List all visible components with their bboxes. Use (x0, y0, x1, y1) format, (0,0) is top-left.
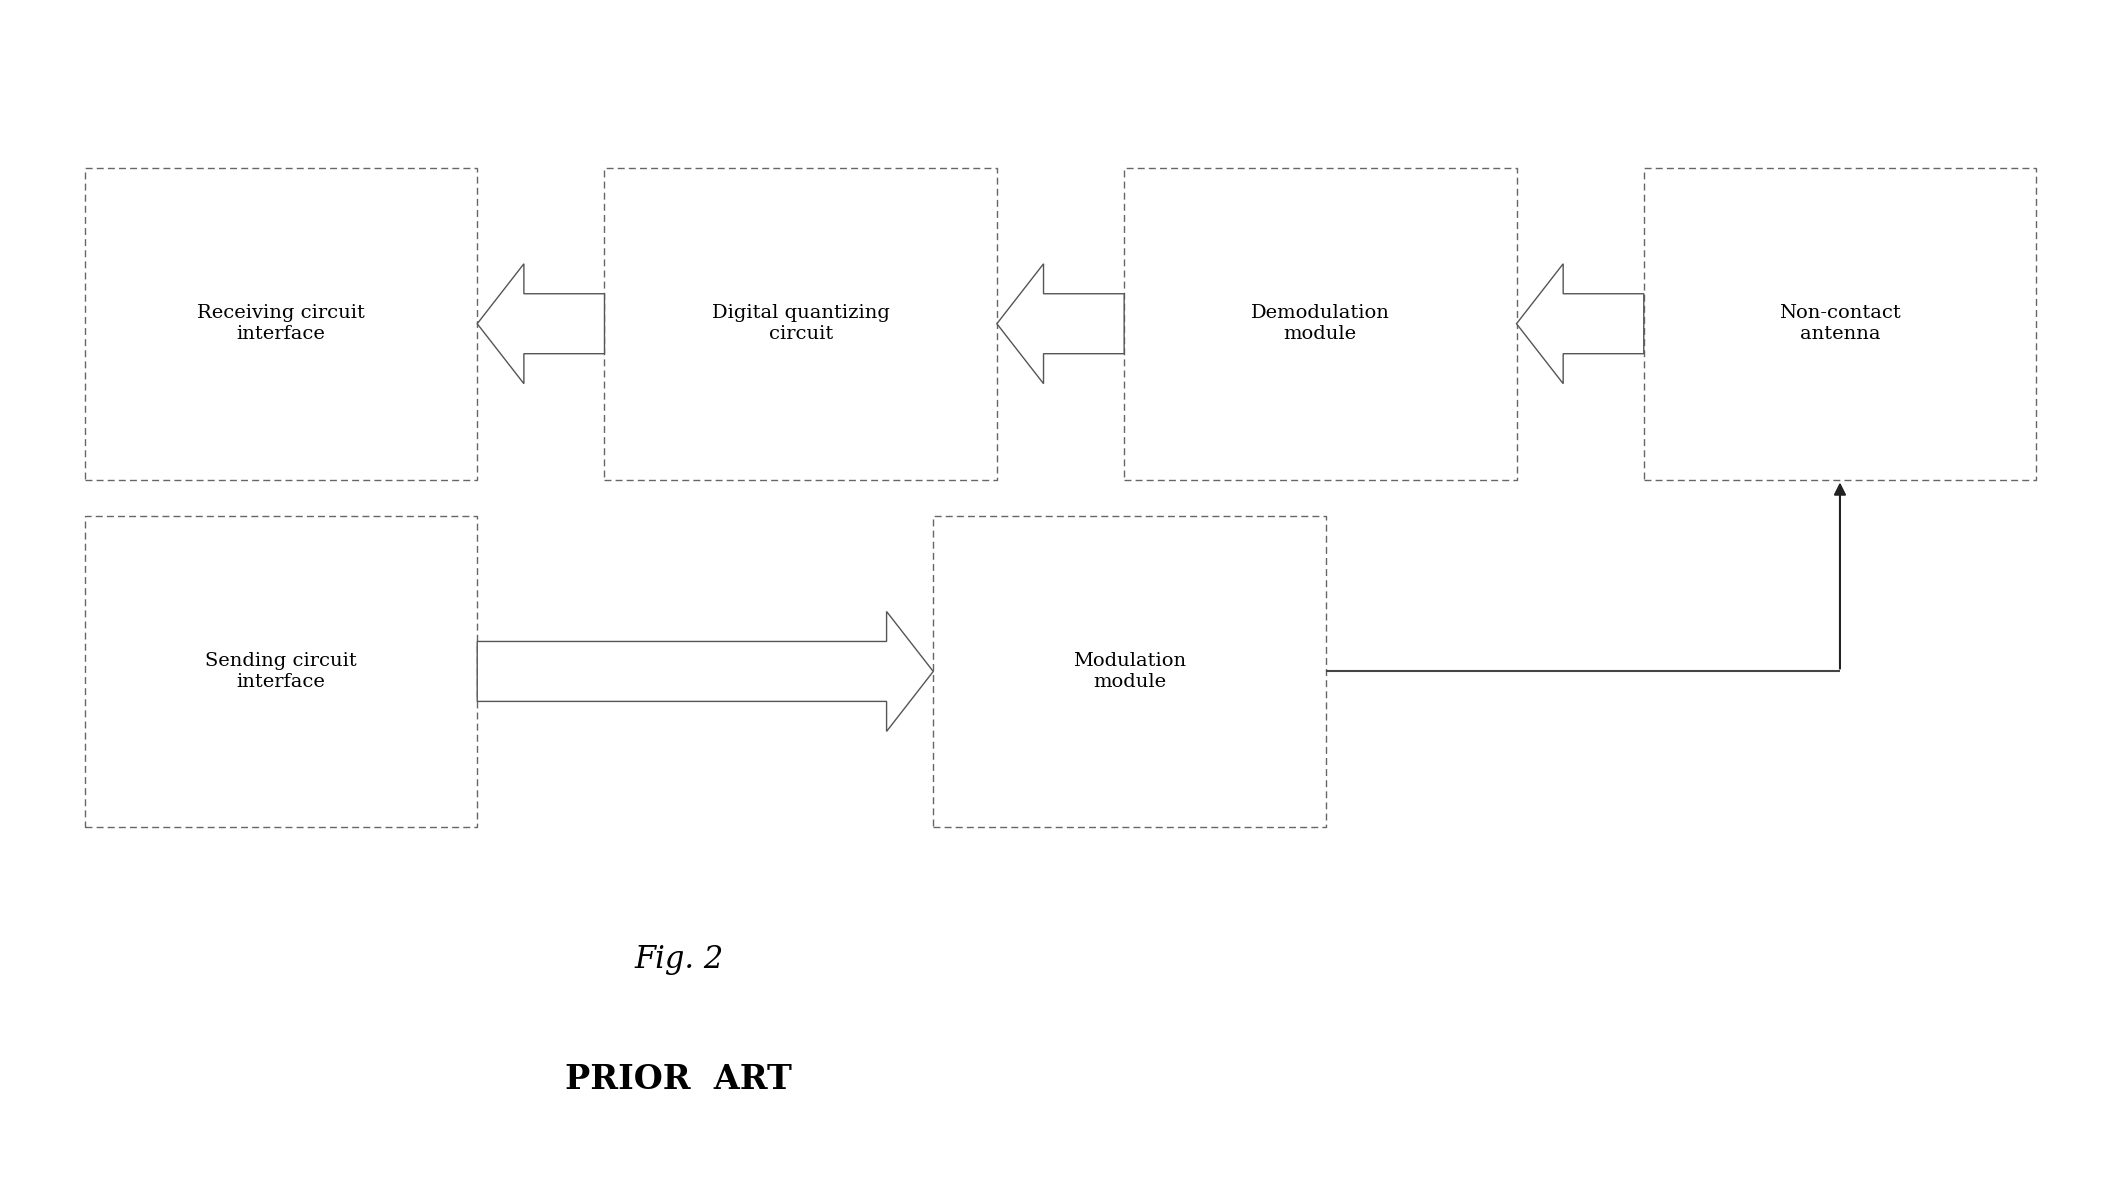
Text: Receiving circuit
interface: Receiving circuit interface (197, 305, 365, 343)
Text: Digital quantizing
circuit: Digital quantizing circuit (713, 305, 889, 343)
Text: PRIOR  ART: PRIOR ART (566, 1062, 791, 1096)
Text: Sending circuit
interface: Sending circuit interface (206, 652, 356, 691)
Polygon shape (997, 264, 1124, 384)
Bar (85, 516, 477, 827)
Text: Fig. 2: Fig. 2 (634, 944, 723, 975)
Bar (85, 168, 477, 480)
Text: Modulation
module: Modulation module (1073, 652, 1186, 691)
Polygon shape (1517, 264, 1644, 384)
Bar (1644, 168, 2036, 480)
Text: Demodulation
module: Demodulation module (1251, 305, 1389, 343)
Polygon shape (477, 264, 604, 384)
Bar (604, 168, 997, 480)
Bar (933, 516, 1326, 827)
Text: Non-contact
antenna: Non-contact antenna (1780, 305, 1900, 343)
Bar (1124, 168, 1517, 480)
Polygon shape (477, 611, 933, 731)
